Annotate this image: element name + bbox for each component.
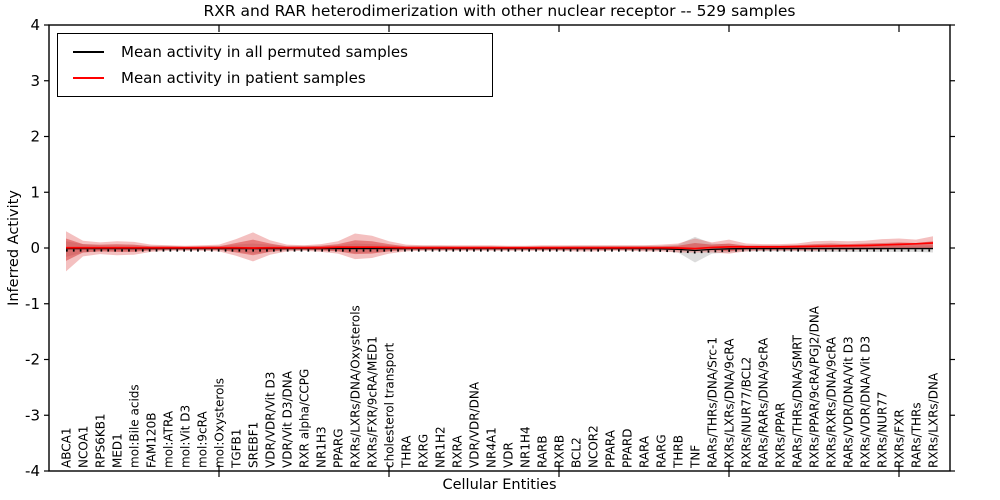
entity-label: NR1H3: [315, 426, 329, 468]
entity-label: RXRs/PPAR/9cRA/PGJ2/DNA: [808, 305, 822, 468]
entity-label: RXRs/NUR77/BCL2: [740, 357, 754, 468]
permuted-band: [66, 236, 933, 263]
entity-label: RARB: [536, 435, 550, 468]
entity-label: VDR/VDR/DNA: [468, 381, 482, 468]
entity-label: RARA: [638, 435, 652, 468]
chart-title: RXR and RAR heterodimerization with othe…: [203, 2, 796, 20]
entity-label: mol:Oxysterols: [213, 378, 227, 468]
entity-label: NR1H4: [519, 426, 533, 468]
y-tick-label: -1: [25, 295, 40, 313]
patient-mean-line: [66, 242, 934, 250]
entity-label: RXRs/LXRs/DNA/9cRA: [723, 338, 737, 468]
entity-label: NCOA1: [77, 426, 91, 468]
permuted-line-swatch: [73, 50, 104, 53]
entity-label: RXRs/NUR77: [876, 391, 890, 468]
entity-label: VDR: [502, 442, 516, 468]
entity-label: ABCA1: [60, 428, 74, 468]
entity-label: RXRs/RXRs/DNA/9cRA: [825, 336, 839, 468]
legend-label-permuted: Mean activity in all permuted samples: [121, 42, 408, 61]
legend-item-patient: Mean activity in patient samples: [58, 69, 492, 87]
entity-label: FAM120B: [145, 413, 159, 469]
entity-label: VDR/VDR/Vit D3: [264, 372, 278, 468]
y-tick-label: 2: [30, 128, 40, 146]
y-tick-label: -2: [25, 351, 40, 369]
entity-label: NR4A1: [485, 427, 499, 468]
entity-label: NCOR2: [587, 425, 601, 468]
entity-label: RXRs/LXRs/DNA: [927, 372, 941, 468]
entity-label: RXRs/PPAR: [774, 403, 788, 468]
entity-label: SREBF1: [247, 422, 261, 468]
y-tick-label: 4: [30, 16, 40, 34]
entity-label: RPS6KB1: [94, 413, 108, 468]
entity-label: RARs/RARs/DNA/9cRA: [757, 337, 771, 468]
entity-label: RXRs/FXR: [893, 409, 907, 468]
entity-label: mol:Vit D3: [179, 405, 193, 468]
entity-label: PPARG: [332, 428, 346, 468]
patient-line-swatch: [73, 77, 104, 80]
entity-label: VDR/Vit D3/DNA: [281, 370, 295, 468]
legend-item-permuted: Mean activity in all permuted samples: [58, 43, 492, 61]
entity-label: PPARD: [621, 429, 635, 469]
entity-label: RXRB: [553, 435, 567, 468]
y-tick-label: 1: [30, 183, 40, 201]
entity-label: PPARA: [604, 429, 618, 468]
entity-label: THRA: [400, 435, 414, 469]
y-tick-label: -4: [25, 462, 40, 480]
entity-label: NR1H2: [434, 426, 448, 468]
entity-label: MED1: [111, 433, 125, 468]
entity-label: RXR alpha/CCPG: [298, 369, 312, 468]
entity-label: RARs/THRs/DNA/SMRT: [791, 334, 805, 468]
legend: Mean activity in all permuted samples Me…: [57, 33, 493, 97]
entity-label: RXRA: [451, 435, 465, 468]
y-tick-label: -3: [25, 406, 40, 424]
entity-label: RARs/VDR/DNA/Vit D3: [842, 336, 856, 468]
legend-label-patient: Mean activity in patient samples: [121, 69, 366, 88]
entity-label: mol:ATRA: [162, 410, 176, 468]
y-tick-label: 0: [30, 239, 40, 257]
entity-label: RXRs/VDR/DNA/Vit D3: [859, 336, 873, 468]
entity-label: RXRs/FXR/9cRA/MED1: [366, 336, 380, 468]
entity-label: RARs/THRs/DNA/Src-1: [706, 337, 720, 468]
entity-label: RXRG: [417, 434, 431, 468]
entity-label: mol:Bile acids: [128, 384, 142, 468]
entity-label: RARs/THRs: [910, 402, 924, 468]
entity-label: RARG: [655, 434, 669, 468]
y-tick-label: 3: [30, 72, 40, 90]
entity-label: BCL2: [570, 437, 584, 468]
entity-label: TGFB1: [230, 429, 244, 469]
entity-label: cholesterol transport: [383, 342, 397, 468]
entity-label: RXRs/LXRs/DNA/Oxysterols: [349, 305, 363, 468]
entity-label: mol:9cRA: [196, 411, 210, 468]
x-axis-label: Cellular Entities: [442, 477, 557, 493]
entity-label: TNF: [689, 445, 703, 469]
entity-label: THRB: [672, 435, 686, 469]
